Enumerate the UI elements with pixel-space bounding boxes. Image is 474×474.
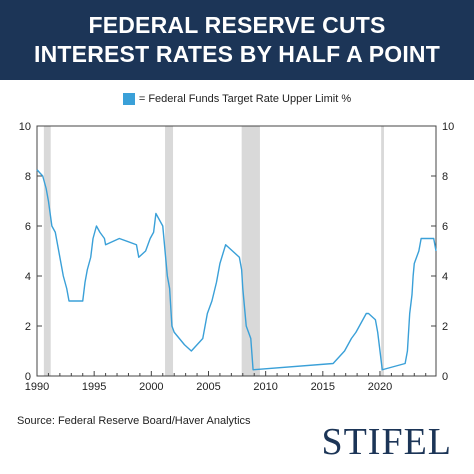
recession-band bbox=[43, 126, 51, 376]
y-tick-label-right: 10 bbox=[442, 121, 454, 133]
title-banner: FEDERAL RESERVE CUTS INTEREST RATES BY H… bbox=[0, 0, 474, 80]
y-tick-label-right: 6 bbox=[442, 221, 448, 233]
y-tick-label-left: 4 bbox=[25, 271, 31, 283]
recession-band bbox=[165, 126, 174, 376]
y-tick-label-right: 0 bbox=[442, 371, 448, 383]
y-tick-label-right: 2 bbox=[442, 321, 448, 333]
y-tick-label-right: 4 bbox=[442, 271, 448, 283]
title-line-2: INTEREST RATES BY HALF A POINT bbox=[34, 41, 440, 67]
x-tick-label: 2015 bbox=[311, 381, 335, 393]
recession-band bbox=[241, 126, 260, 376]
x-tick-label: 2010 bbox=[253, 381, 277, 393]
y-tick-label-left: 2 bbox=[25, 321, 31, 333]
line-chart: 0 0 2 2 4 4 6 6 8 8 10 10 1990 1995 2000 2005 2010 2015 20… bbox=[19, 121, 455, 393]
y-tick-label-left: 6 bbox=[25, 221, 31, 233]
x-tick-label: 1990 bbox=[25, 381, 49, 393]
title-line-1: FEDERAL RESERVE CUTS bbox=[88, 12, 386, 38]
source-note: Source: Federal Reserve Board/Haver Anal… bbox=[17, 415, 251, 427]
y-tick-label-left: 0 bbox=[25, 371, 31, 383]
recession-band bbox=[381, 126, 384, 376]
y-tick-label-left: 10 bbox=[19, 121, 31, 133]
x-tick-label: 2020 bbox=[368, 381, 392, 393]
legend-label: = Federal Funds Target Rate Upper Limit … bbox=[138, 93, 352, 105]
y-tick-label-left: 8 bbox=[25, 171, 31, 183]
series-line bbox=[36, 169, 437, 371]
legend-swatch bbox=[122, 93, 135, 105]
legend: = Federal Funds Target Rate Upper Limit … bbox=[0, 93, 474, 105]
x-tick-label: 2005 bbox=[196, 381, 220, 393]
x-tick-label: 2000 bbox=[139, 381, 163, 393]
stifel-logo: STIFEL bbox=[321, 421, 452, 463]
plot-frame bbox=[36, 125, 437, 377]
y-tick-label-right: 8 bbox=[442, 171, 448, 183]
x-tick-label: 1995 bbox=[82, 381, 106, 393]
